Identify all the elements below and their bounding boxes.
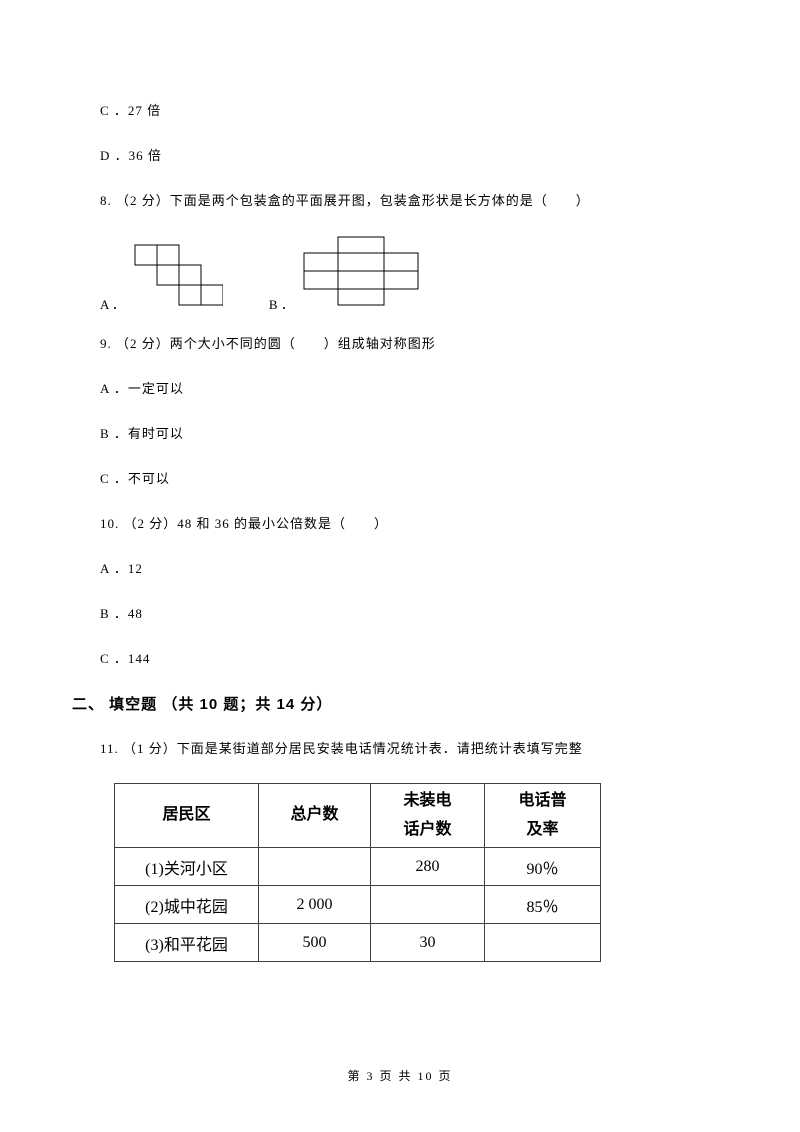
q7-option-d: D ．36 倍 — [100, 145, 700, 164]
th-rate-l1: 电话普 — [518, 792, 566, 809]
q10-stem: 10. （2 分）48 和 36 的最小公倍数是（ ） — [100, 513, 700, 532]
q10-option-a: A ．12 — [100, 558, 700, 577]
table-row: (2)城中花园 2 000 85％ — [115, 886, 601, 924]
q8-a-label: A ． — [100, 294, 125, 313]
cell-area: (3)和平花园 — [115, 924, 259, 962]
table-row: (3)和平花园 500 30 — [115, 924, 601, 962]
cell-total — [259, 848, 371, 886]
section-2-header: 二、 填空题 （共 10 题；共 14 分） — [72, 693, 700, 714]
th-un-l2: 话户数 — [403, 821, 451, 838]
q9-option-b: B ．有时可以 — [100, 423, 700, 442]
cell-rate: 90％ — [485, 848, 601, 886]
q7-option-c: C ．27 倍 — [100, 100, 700, 119]
table-header-row: 居民区 总户数 未装电 话户数 电话普 及率 — [115, 784, 601, 848]
th-rate-l2: 及率 — [526, 821, 558, 838]
q8-options-row: A ． B ． — [100, 235, 700, 313]
q10-option-b: B ．48 — [100, 603, 700, 622]
th-area: 居民区 — [115, 784, 259, 848]
cell-un — [371, 886, 485, 924]
cell-rate — [485, 924, 601, 962]
q8-net-b — [302, 235, 420, 313]
th-uninstalled: 未装电 话户数 — [371, 784, 485, 848]
table-row: (1)关河小区 280 90％ — [115, 848, 601, 886]
cell-un: 280 — [371, 848, 485, 886]
cell-un: 30 — [371, 924, 485, 962]
net-b-svg — [302, 235, 420, 309]
th-un-l1: 未装电 — [403, 792, 451, 809]
cell-rate: 85％ — [485, 886, 601, 924]
q9-stem: 9. （2 分）两个大小不同的圆（ ）组成轴对称图形 — [100, 333, 700, 352]
q8-net-a — [133, 243, 223, 313]
th-rate: 电话普 及率 — [485, 784, 601, 848]
q8-stem: 8. （2 分）下面是两个包装盒的平面展开图，包装盒形状是长方体的是（ ） — [100, 190, 700, 209]
th-total: 总户数 — [259, 784, 371, 848]
page-footer: 第 3 页 共 10 页 — [0, 1067, 800, 1084]
q11-table: 居民区 总户数 未装电 话户数 电话普 及率 (1)关河小区 280 90％ (… — [114, 783, 601, 962]
net-a-svg — [133, 243, 223, 309]
cell-total: 2 000 — [259, 886, 371, 924]
cell-area: (2)城中花园 — [115, 886, 259, 924]
q11-stem: 11. （1 分）下面是某街道部分居民安装电话情况统计表．请把统计表填写完整 — [100, 738, 700, 757]
cell-area: (1)关河小区 — [115, 848, 259, 886]
q10-option-c: C ．144 — [100, 648, 700, 667]
cell-total: 500 — [259, 924, 371, 962]
q9-option-a: A ．一定可以 — [100, 378, 700, 397]
q8-b-label: B ． — [269, 294, 294, 313]
q9-option-c: C ．不可以 — [100, 468, 700, 487]
